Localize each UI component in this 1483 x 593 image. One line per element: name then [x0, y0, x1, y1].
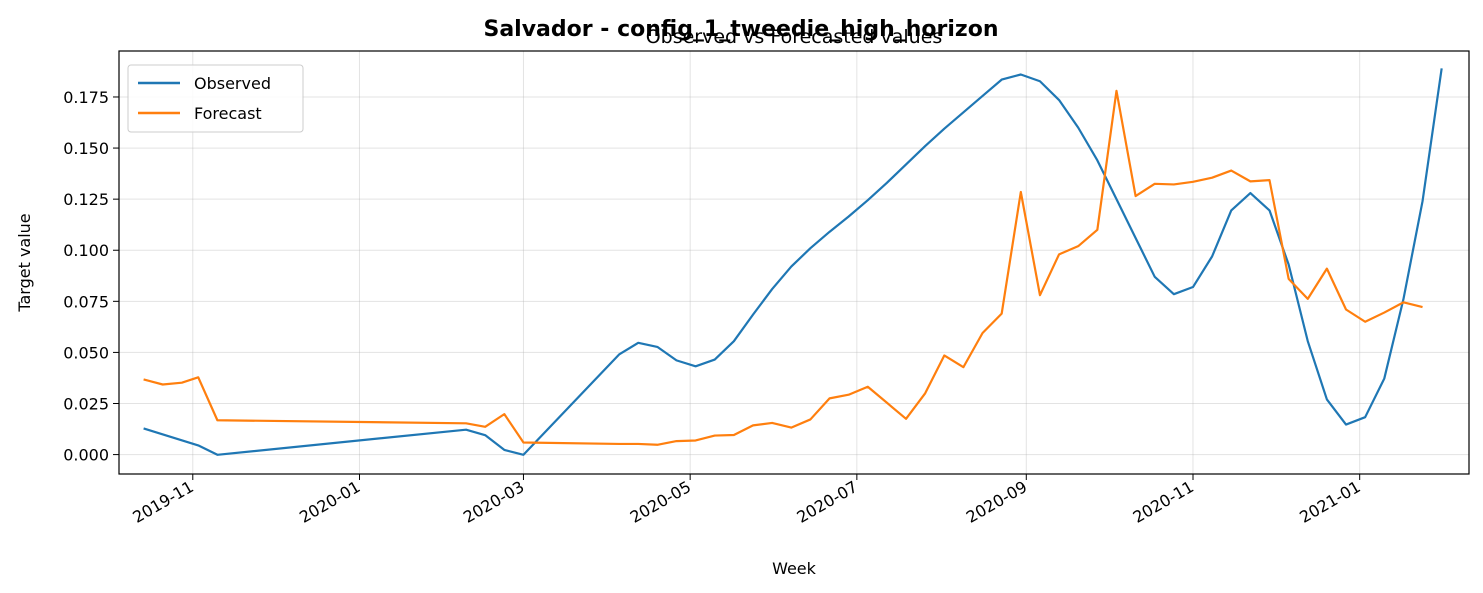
- legend-label-observed: Observed: [194, 74, 271, 93]
- x-axis-label: Week: [772, 559, 817, 578]
- figure-suptitle: Salvador - config_1_tweedie_high_horizon: [483, 17, 998, 42]
- y-tick-label: 0.025: [63, 395, 109, 414]
- y-axis: 0.000 0.025 0.050 0.075 0.100 0.125 0.150 0.175: [63, 88, 119, 465]
- y-tick-label: 0.100: [63, 241, 109, 260]
- y-tick-label: 0.050: [63, 343, 109, 362]
- plot-series: [143, 68, 1443, 456]
- chart-title: Observed vs Forecasted values: [646, 26, 943, 48]
- y-tick-label: 0.150: [63, 139, 109, 158]
- series-line-forecast: [143, 89, 1423, 446]
- legend-label-forecast: Forecast: [194, 104, 262, 123]
- y-tick-label: 0.000: [63, 446, 109, 465]
- legend-box: [127, 64, 304, 133]
- legend: Observed Forecast: [127, 64, 304, 133]
- plot-frame: [118, 50, 1470, 475]
- y-tick-label: 0.075: [63, 292, 109, 311]
- y-axis-label: Target value: [15, 213, 34, 312]
- y-tick-label: 0.125: [63, 190, 109, 209]
- y-tick-label: 0.175: [63, 88, 109, 107]
